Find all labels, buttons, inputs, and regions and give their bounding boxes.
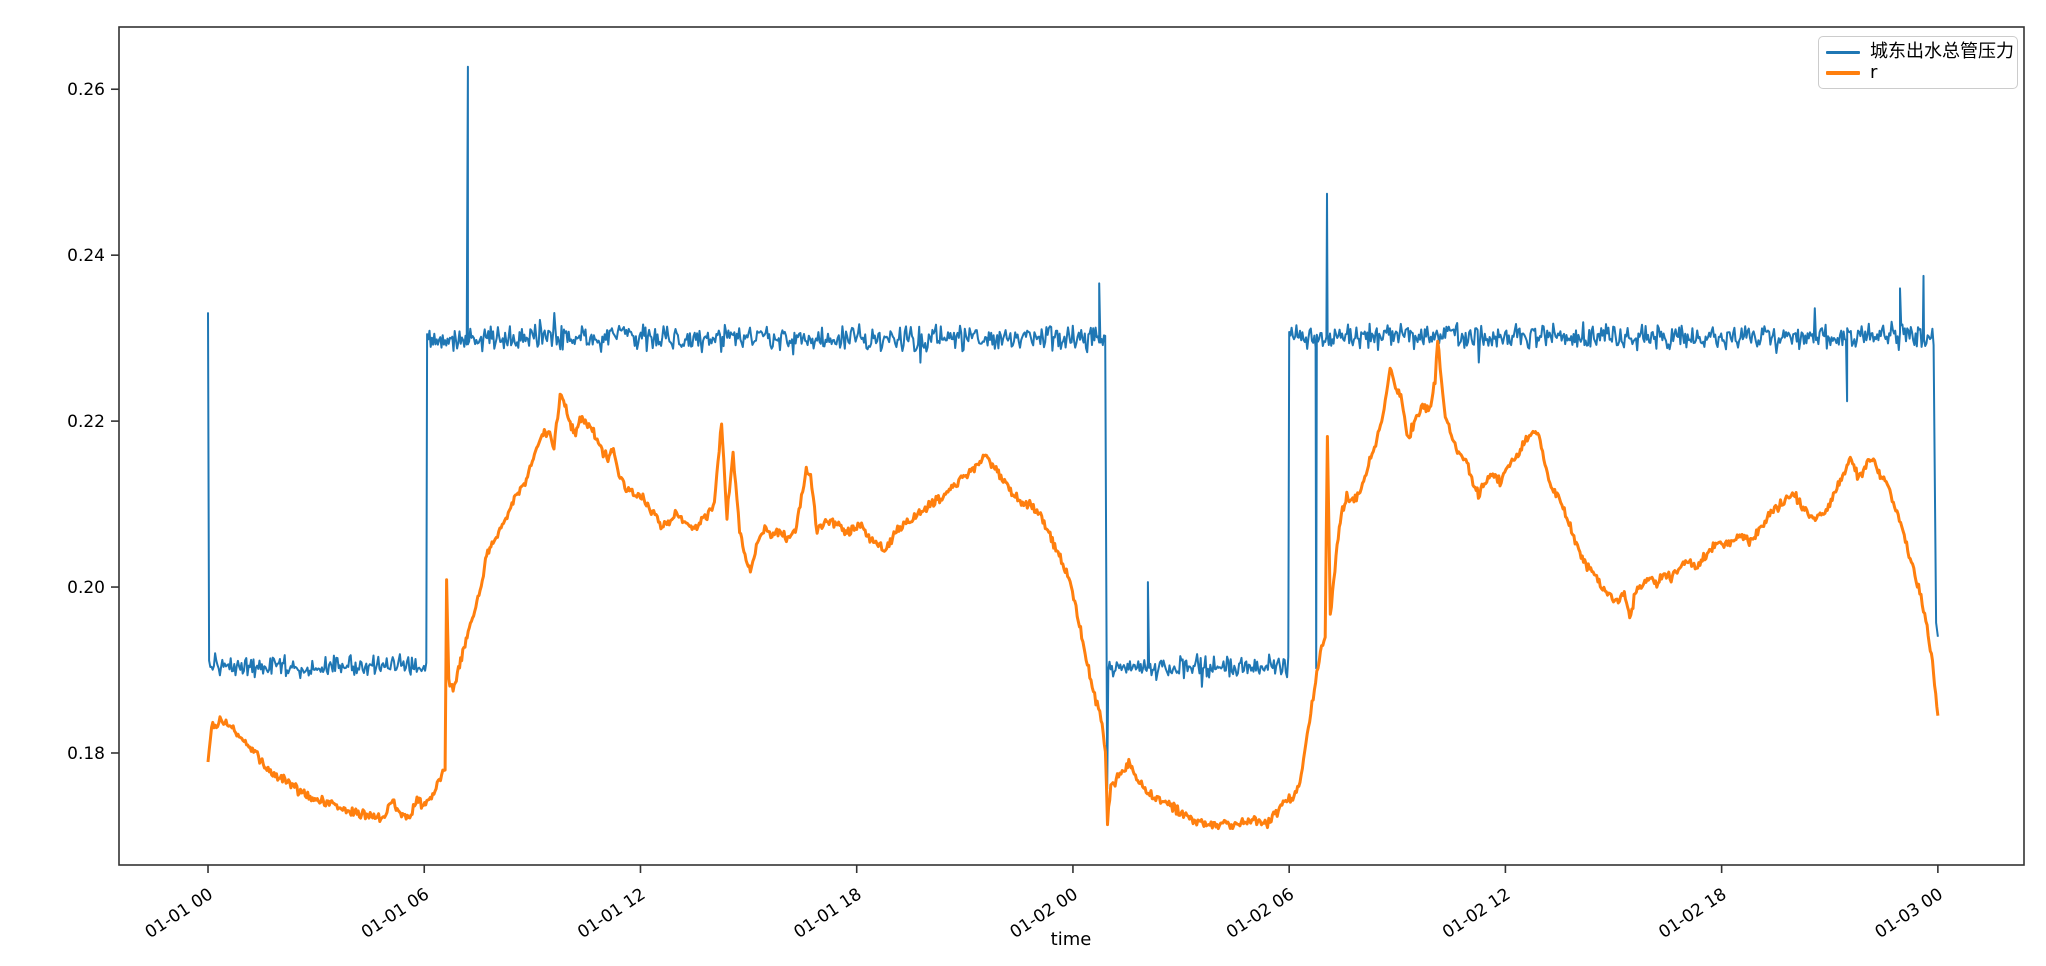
x-tick-label-6: 01-02 12 xyxy=(1439,884,1514,942)
legend-entry-r: r xyxy=(1826,63,2009,83)
y-tick-label-3: 0.24 xyxy=(67,246,105,266)
legend-line-orange-icon xyxy=(1826,70,1860,75)
legend-label-pressure: 城东出水总管压力 xyxy=(1870,41,2014,63)
y-tick-label-4: 0.26 xyxy=(67,80,105,100)
y-tick-label-0: 0.18 xyxy=(67,744,105,764)
x-tick-label-3: 01-01 18 xyxy=(790,884,865,942)
axes-spines xyxy=(118,26,2025,866)
series-line-pressure xyxy=(207,65,1939,790)
legend-line-blue-icon xyxy=(1826,50,1860,54)
x-axis-title: time xyxy=(1050,929,1092,950)
y-tick-label-2: 0.22 xyxy=(67,412,105,432)
x-tick-label-0: 01-01 00 xyxy=(142,884,217,942)
series-line-r xyxy=(206,339,1940,831)
x-tick-label-7: 01-02 18 xyxy=(1655,884,1730,942)
x-tick-label-8: 01-03 00 xyxy=(1872,884,1947,942)
legend-label-r: r xyxy=(1870,61,1878,83)
legend-box: 城东出水总管压力 r xyxy=(1818,36,2018,89)
x-tick-label-5: 01-02 06 xyxy=(1223,884,1298,942)
legend-entry-pressure: 城东出水总管压力 xyxy=(1826,42,2014,62)
y-tick-label-1: 0.20 xyxy=(67,578,105,598)
x-tick-label-2: 01-01 12 xyxy=(574,884,649,942)
x-tick-label-1: 01-01 06 xyxy=(358,884,433,942)
